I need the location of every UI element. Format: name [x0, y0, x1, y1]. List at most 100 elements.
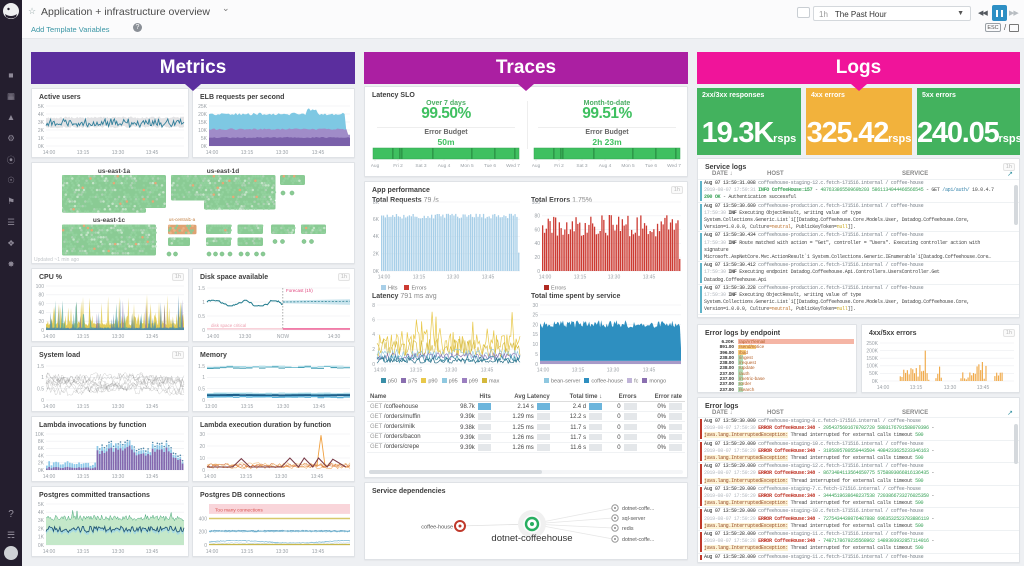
svg-text:80: 80 [38, 293, 44, 299]
svg-text:0.5: 0.5 [198, 314, 205, 320]
svg-text:14:00: 14:00 [204, 474, 217, 480]
svg-text:13:30: 13:30 [112, 549, 125, 555]
svg-text:13:30: 13:30 [608, 275, 621, 281]
svg-text:14:30: 14:30 [328, 334, 341, 340]
svg-text:13:45: 13:45 [977, 385, 990, 391]
svg-text:0: 0 [202, 328, 205, 334]
svg-text:4K: 4K [38, 453, 45, 459]
svg-text:10: 10 [199, 456, 205, 462]
svg-text:13:15: 13:15 [572, 368, 585, 374]
svg-text:4: 4 [372, 332, 375, 338]
svg-text:13:45: 13:45 [146, 150, 159, 156]
svg-text:10K: 10K [35, 432, 45, 438]
svg-text:40: 40 [534, 241, 540, 247]
svg-text:redis: redis [622, 526, 634, 532]
svg-text:2K: 2K [373, 252, 380, 258]
svg-text:NOW: NOW [277, 334, 290, 340]
svg-text:dotnet-coffeehouse: dotnet-coffeehouse [491, 533, 572, 544]
svg-text:4K: 4K [373, 234, 380, 240]
svg-text:Tue 6: Tue 6 [484, 163, 496, 169]
svg-text:2K: 2K [38, 526, 45, 532]
svg-text:14:00: 14:00 [207, 334, 220, 340]
svg-text:0K: 0K [38, 144, 45, 150]
svg-text:0: 0 [41, 398, 44, 404]
svg-text:us-east-1d: us-east-1d [207, 168, 240, 175]
svg-text:14:00: 14:00 [43, 150, 56, 156]
svg-text:1.5: 1.5 [198, 364, 205, 370]
svg-text:25: 25 [532, 313, 538, 319]
svg-text:13:30: 13:30 [112, 474, 125, 480]
svg-text:coffee-house: coffee-house [421, 525, 453, 531]
svg-text:20: 20 [199, 444, 205, 450]
svg-text:10K: 10K [198, 128, 208, 134]
svg-text:13:30: 13:30 [276, 549, 289, 555]
svg-text:1: 1 [41, 375, 44, 381]
svg-text:100: 100 [532, 200, 541, 206]
svg-text:13:45: 13:45 [311, 474, 324, 480]
svg-text:250K: 250K [866, 341, 878, 347]
svg-text:4K: 4K [38, 112, 45, 118]
svg-text:80: 80 [534, 214, 540, 220]
svg-text:Aug: Aug [532, 163, 541, 169]
svg-text:13:15: 13:15 [410, 368, 423, 374]
svg-text:Sat 3: Sat 3 [415, 163, 427, 169]
svg-text:30: 30 [199, 432, 205, 438]
svg-text:Too many connections: Too many connections [215, 508, 263, 514]
svg-text:5K: 5K [38, 502, 45, 508]
svg-text:14:00: 14:00 [378, 275, 391, 281]
svg-text:13:15: 13:15 [77, 334, 90, 340]
svg-text:15: 15 [532, 332, 538, 338]
svg-text:Sat 3: Sat 3 [576, 163, 588, 169]
svg-text:3K: 3K [38, 120, 45, 126]
svg-text:13:15: 13:15 [574, 275, 587, 281]
svg-text:400: 400 [199, 516, 208, 522]
svg-text:6K: 6K [373, 217, 380, 223]
svg-text:13:45: 13:45 [482, 275, 495, 281]
svg-text:14:00: 14:00 [43, 549, 56, 555]
svg-text:disk space critical: disk space critical [211, 323, 246, 328]
svg-text:13:30: 13:30 [277, 404, 290, 410]
svg-text:14:00: 14:00 [539, 275, 552, 281]
svg-text:Tue 6: Tue 6 [645, 163, 657, 169]
svg-text:1K: 1K [38, 136, 45, 142]
svg-text:0K: 0K [373, 269, 380, 275]
svg-text:15K: 15K [198, 120, 208, 126]
svg-text:60: 60 [38, 301, 44, 307]
svg-text:Wed 7: Wed 7 [667, 163, 681, 169]
svg-text:4K: 4K [38, 510, 45, 516]
svg-text:20: 20 [534, 255, 540, 261]
svg-text:0K: 0K [201, 144, 208, 150]
svg-text:13:15: 13:15 [241, 549, 254, 555]
svg-text:0: 0 [372, 362, 375, 368]
svg-text:14:00: 14:00 [43, 474, 56, 480]
svg-text:us-east-1a: us-east-1a [98, 168, 131, 175]
svg-text:60: 60 [534, 227, 540, 233]
svg-text:0: 0 [535, 362, 538, 368]
svg-text:20: 20 [532, 322, 538, 328]
svg-text:us-east-1c: us-east-1c [93, 217, 126, 224]
svg-text:Wed 7: Wed 7 [506, 163, 520, 169]
svg-text:13:15: 13:15 [413, 275, 426, 281]
svg-text:Fri 2: Fri 2 [554, 163, 564, 169]
svg-text:14:00: 14:00 [374, 368, 387, 374]
svg-text:14:00: 14:00 [43, 334, 56, 340]
svg-text:Mon 5: Mon 5 [460, 163, 474, 169]
svg-text:13:15: 13:15 [77, 474, 90, 480]
svg-text:1.5: 1.5 [198, 286, 205, 292]
svg-text:0.5: 0.5 [198, 386, 205, 392]
svg-text:0: 0 [41, 328, 44, 334]
svg-text:5: 5 [535, 352, 538, 358]
svg-text:14:00: 14:00 [43, 404, 56, 410]
svg-text:Forecast (1h): Forecast (1h) [286, 288, 313, 293]
svg-text:13:30: 13:30 [445, 368, 458, 374]
svg-text:5K: 5K [201, 136, 208, 142]
svg-text:dotnet-coffe...: dotnet-coffe... [622, 506, 654, 512]
svg-text:13:45: 13:45 [481, 368, 494, 374]
svg-text:8K: 8K [38, 439, 45, 445]
svg-text:13:45: 13:45 [643, 275, 656, 281]
svg-text:100K: 100K [866, 364, 878, 370]
svg-text:14:00: 14:00 [206, 549, 219, 555]
svg-text:5K: 5K [38, 104, 45, 110]
svg-text:10: 10 [532, 342, 538, 348]
svg-text:13:15: 13:15 [910, 385, 923, 391]
